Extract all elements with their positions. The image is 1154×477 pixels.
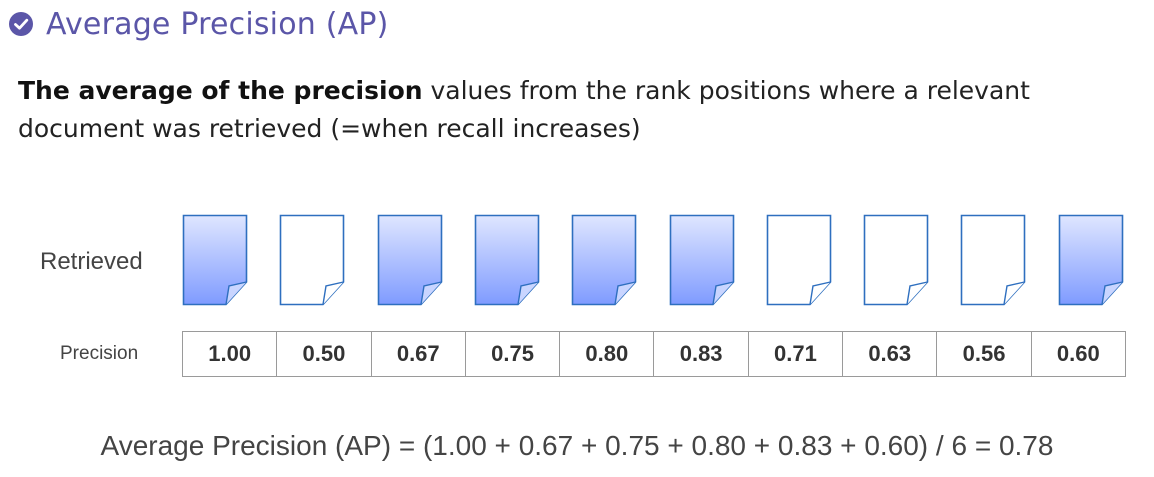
nonrelevant-document-icon [279, 214, 345, 306]
page-title: Average Precision (AP) [46, 6, 389, 42]
precision-label: Precision [60, 343, 139, 364]
description-line2: document was retrieved (=when recall inc… [18, 114, 641, 143]
nonrelevant-document-icon [863, 214, 929, 306]
precision-cell: 0.83 [653, 331, 749, 377]
ap-formula: Average Precision (AP) = (1.00 + 0.67 + … [100, 430, 1054, 461]
precision-cell: 0.60 [1030, 331, 1127, 377]
precision-cell: 0.50 [276, 331, 372, 377]
precision-cell: 1.00 [181, 331, 278, 377]
relevant-document-icon [182, 214, 248, 306]
title-row: Average Precision (AP) [8, 2, 389, 46]
precision-cell: 0.75 [464, 331, 561, 377]
precision-cell: 0.71 [747, 331, 844, 377]
relevant-document-icon [474, 214, 540, 306]
precision-cell: 0.56 [936, 331, 1032, 377]
retrieved-documents [182, 214, 1128, 306]
relevant-document-icon [669, 214, 734, 306]
relevant-document-icon [1058, 214, 1123, 306]
retrieved-label: Retrieved [40, 248, 143, 275]
nonrelevant-document-icon [961, 214, 1026, 306]
description: The average of the precision values from… [18, 72, 1138, 148]
description-rest: values from the rank positions where a r… [422, 76, 1030, 105]
description-bold: The average of the precision [18, 76, 423, 105]
precision-cell: 0.63 [842, 331, 938, 377]
precision-row: 1.00 0.50 0.67 0.75 0.80 0.83 0.71 0.63 … [181, 331, 1127, 377]
nonrelevant-document-icon [766, 214, 832, 306]
precision-table: 1.00 0.50 0.67 0.75 0.80 0.83 0.71 0.63 … [181, 331, 1127, 377]
relevant-document-icon [377, 214, 442, 306]
check-circle-icon [9, 12, 33, 36]
relevant-document-icon [571, 214, 637, 306]
precision-cell: 0.80 [559, 331, 655, 377]
precision-cell: 0.67 [370, 331, 466, 377]
